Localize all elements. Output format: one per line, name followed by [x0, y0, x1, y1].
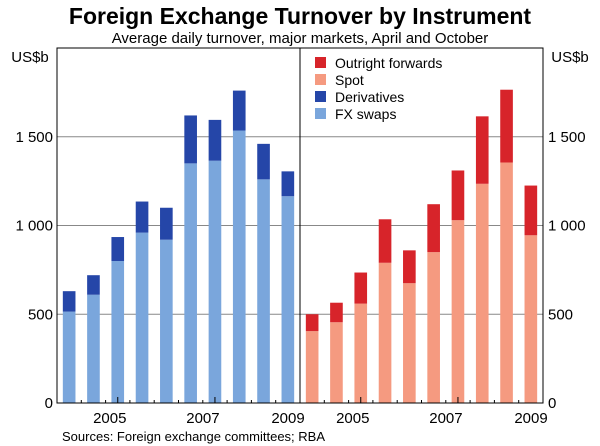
y-axis-unit-right: US$b — [551, 49, 589, 66]
bar-spot — [403, 283, 416, 403]
bar-fx-swaps — [87, 294, 100, 403]
bar-outright-forwards — [354, 272, 368, 304]
bar-outright-forwards — [500, 89, 513, 163]
legend-swatch — [315, 57, 326, 68]
chart-title: Foreign Exchange Turnover by Instrument — [69, 3, 532, 29]
bar-fx-swaps — [62, 311, 76, 403]
bar-derivatives — [135, 201, 149, 233]
bar-outright-forwards — [330, 302, 343, 323]
y-tick-label-right: 500 — [548, 306, 573, 323]
x-tick-label: 2005 — [336, 410, 369, 427]
x-tick-label: 2007 — [429, 410, 462, 427]
bar-spot — [330, 322, 343, 403]
legend-label: Outright forwards — [335, 55, 442, 71]
bar-spot — [475, 183, 489, 403]
bar-fx-swaps — [160, 239, 173, 403]
bar-derivatives — [160, 207, 173, 240]
bar-outright-forwards — [475, 116, 489, 184]
legend-label: Derivatives — [335, 89, 404, 105]
bar-spot — [524, 235, 538, 403]
x-tick-label: 2007 — [186, 410, 219, 427]
bar-derivatives — [184, 115, 197, 164]
y-tick-label-left: 500 — [28, 306, 53, 323]
plot-area: 0 0 500 500 1 000 1 000 1 500 1 500 2005 2007 2009… — [15, 47, 586, 427]
legend-label: FX swaps — [335, 106, 396, 122]
bar-spot — [427, 252, 440, 403]
bar-fx-swaps — [111, 261, 125, 403]
bar-derivatives — [281, 171, 295, 197]
bar-fx-swaps — [208, 160, 222, 403]
bar-fx-swaps — [232, 130, 246, 403]
legend-swatch — [315, 74, 326, 85]
bar-fx-swaps — [257, 179, 270, 403]
bar-derivatives — [62, 291, 76, 312]
bar-fx-swaps — [184, 163, 197, 403]
bar-outright-forwards — [403, 250, 416, 284]
legend-swatch — [315, 91, 326, 102]
bar-derivatives — [87, 275, 100, 295]
bar-fx-swaps — [281, 196, 295, 403]
bar-derivatives — [111, 237, 125, 261]
bar-spot — [500, 162, 513, 403]
bar-derivatives — [257, 143, 270, 180]
bar-outright-forwards — [451, 170, 465, 221]
bar-spot — [305, 331, 319, 403]
source-note: Sources: Foreign exchange committees; RB… — [62, 429, 325, 444]
bar-spot — [378, 262, 392, 403]
bar-derivatives — [232, 90, 246, 131]
x-tick-label: 2009 — [514, 410, 547, 427]
legend-label: Spot — [335, 72, 364, 88]
bar-outright-forwards — [427, 204, 440, 253]
y-tick-label-left: 0 — [45, 395, 53, 412]
bar-spot — [354, 303, 368, 403]
x-tick-label: 2009 — [271, 410, 304, 427]
bar-outright-forwards — [378, 219, 392, 263]
legend-swatch — [315, 108, 326, 119]
bar-spot — [451, 220, 465, 403]
bar-derivatives — [208, 119, 222, 161]
chart-subtitle: Average daily turnover, major markets, A… — [112, 30, 489, 47]
y-axis-unit-left: US$b — [11, 49, 49, 66]
y-tick-label-left: 1 000 — [15, 218, 53, 235]
y-tick-label-right: 1 000 — [548, 218, 586, 235]
bar-outright-forwards — [305, 314, 319, 332]
x-tick-label: 2005 — [93, 410, 126, 427]
bar-outright-forwards — [524, 185, 538, 236]
y-tick-label-right: 1 500 — [548, 129, 586, 146]
y-tick-label-left: 1 500 — [15, 129, 53, 146]
y-tick-label-right: 0 — [548, 395, 556, 412]
bar-fx-swaps — [135, 232, 149, 403]
